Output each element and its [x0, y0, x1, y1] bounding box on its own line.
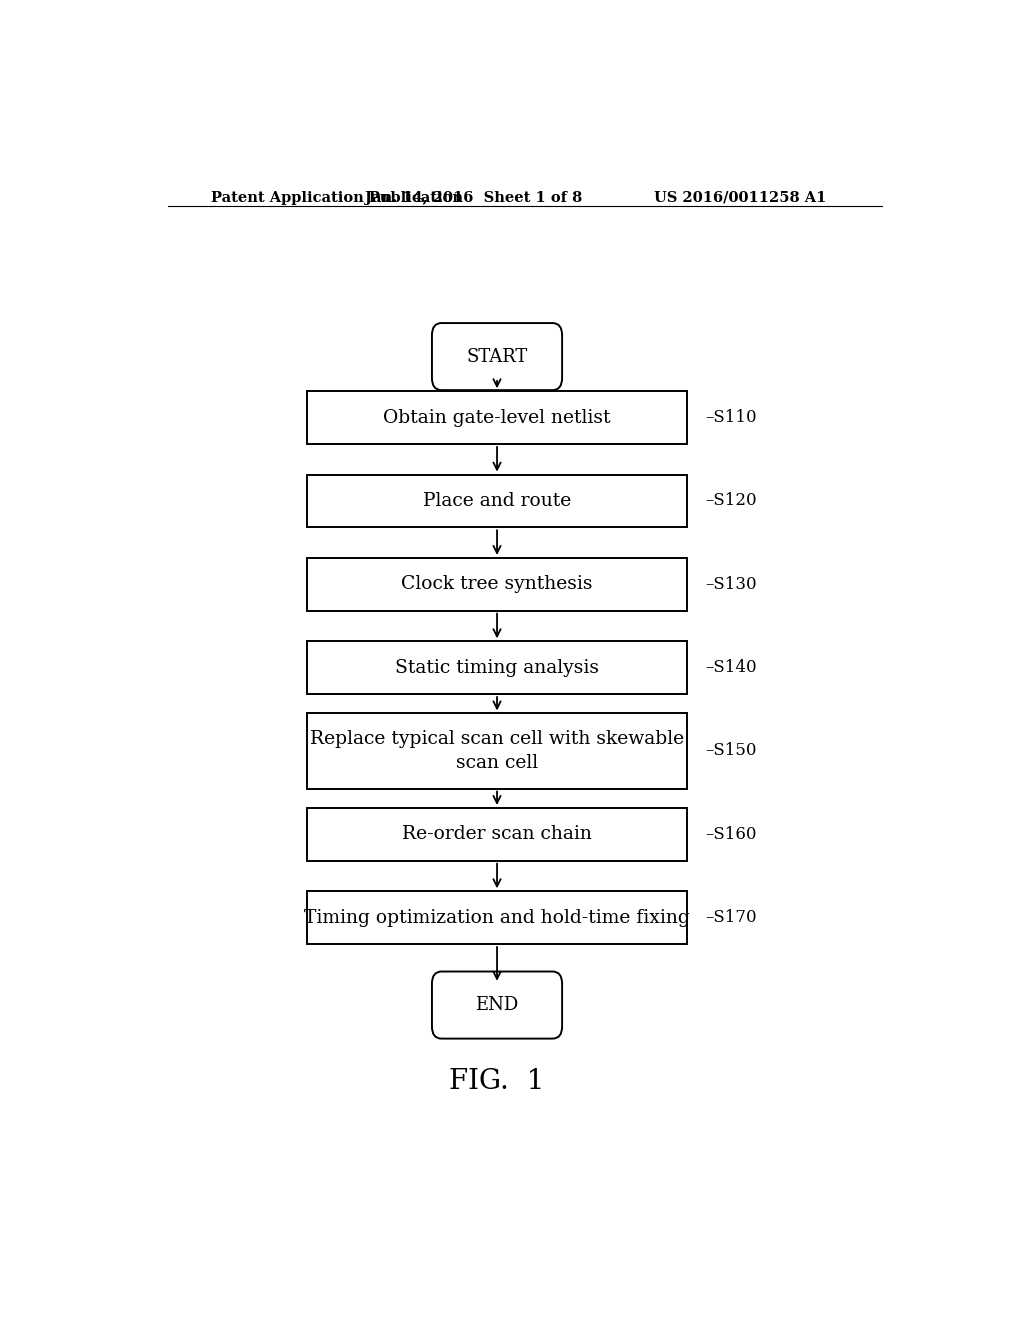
Text: Replace typical scan cell with skewable
scan cell: Replace typical scan cell with skewable … — [310, 730, 684, 772]
Text: Patent Application Publication: Patent Application Publication — [211, 190, 463, 205]
FancyBboxPatch shape — [306, 713, 687, 788]
Text: Timing optimization and hold-time fixing: Timing optimization and hold-time fixing — [304, 908, 690, 927]
Text: –S130: –S130 — [705, 576, 757, 593]
FancyBboxPatch shape — [432, 323, 562, 391]
Text: –S150: –S150 — [705, 742, 757, 759]
FancyBboxPatch shape — [306, 474, 687, 528]
Text: END: END — [475, 997, 518, 1014]
FancyBboxPatch shape — [432, 972, 562, 1039]
Text: Clock tree synthesis: Clock tree synthesis — [401, 576, 593, 593]
Text: FIG.  1: FIG. 1 — [450, 1068, 545, 1094]
Text: –S160: –S160 — [705, 826, 757, 842]
Text: –S170: –S170 — [705, 909, 757, 927]
Text: Obtain gate-level netlist: Obtain gate-level netlist — [383, 409, 610, 426]
FancyBboxPatch shape — [306, 391, 687, 444]
Text: –S120: –S120 — [705, 492, 757, 510]
Text: Place and route: Place and route — [423, 492, 571, 510]
FancyBboxPatch shape — [306, 558, 687, 611]
FancyBboxPatch shape — [306, 891, 687, 944]
FancyBboxPatch shape — [306, 808, 687, 861]
Text: Static timing analysis: Static timing analysis — [395, 659, 599, 677]
Text: Jan. 14, 2016  Sheet 1 of 8: Jan. 14, 2016 Sheet 1 of 8 — [365, 190, 582, 205]
Text: –S140: –S140 — [705, 659, 757, 676]
FancyBboxPatch shape — [306, 642, 687, 694]
Text: START: START — [466, 347, 527, 366]
Text: Re-order scan chain: Re-order scan chain — [402, 825, 592, 843]
Text: –S110: –S110 — [705, 409, 757, 426]
Text: US 2016/0011258 A1: US 2016/0011258 A1 — [654, 190, 826, 205]
